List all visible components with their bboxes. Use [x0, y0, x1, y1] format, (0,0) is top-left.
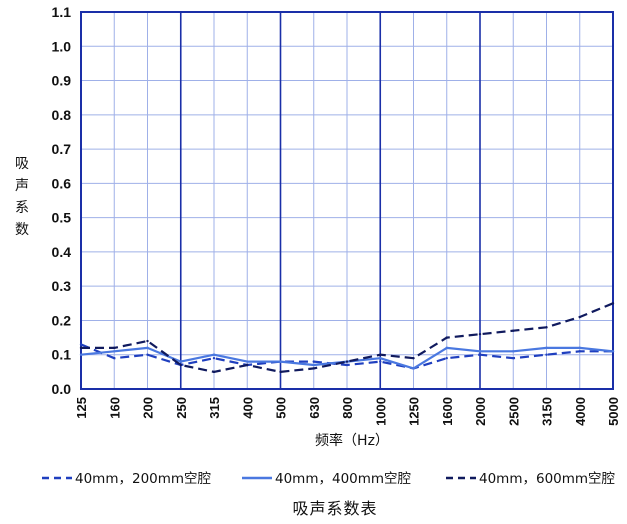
y-tick-label: 1.1: [52, 4, 72, 20]
data-point: [179, 360, 182, 363]
x-tick-label: 160: [107, 397, 122, 419]
data-point: [345, 363, 349, 367]
data-point: [312, 363, 315, 367]
x-tick-label: 400: [240, 397, 255, 419]
y-tick-label: 0.8: [52, 107, 72, 123]
data-point: [312, 367, 315, 370]
legend-label: 40mm，400mm空腔: [275, 471, 411, 487]
x-tick-label: 2500: [506, 397, 521, 426]
x-tick-label: 2000: [473, 397, 488, 426]
legend-label: 40mm，600mm空腔: [479, 471, 615, 487]
y-axis-ticks: 0.0 0.1 0.2 0.3 0.4 0.5 0.6 0.7 0.8 0.9 1.0 1.1: [52, 4, 72, 397]
x-tick-label: 125: [74, 397, 89, 419]
data-point: [412, 367, 415, 370]
data-point: [79, 343, 83, 346]
data-point: [512, 329, 515, 332]
data-point: [578, 346, 581, 350]
x-axis-ticks: 125 160 200 250 315 400 500 630 800 1000 1250 1600 2…: [74, 397, 621, 426]
data-point: [478, 353, 482, 356]
y-tick-label: 0.6: [52, 175, 72, 191]
y-tick-label: 0.3: [52, 278, 72, 294]
y-tick-label: 0.2: [52, 312, 72, 328]
y-tick-label: 0.5: [52, 210, 72, 226]
data-point: [212, 353, 216, 356]
y-tick-label: 0.1: [52, 347, 72, 363]
data-point: [545, 353, 548, 356]
data-point: [146, 353, 149, 356]
data-point: [312, 360, 315, 363]
data-point: [545, 346, 548, 350]
data-point: [611, 302, 615, 305]
data-point: [212, 370, 216, 374]
x-tick-label: 800: [340, 397, 355, 419]
data-point: [146, 339, 149, 343]
data-point: [512, 350, 515, 353]
x-axis-label: 频率（Hz）: [315, 432, 389, 449]
data-point: [246, 363, 249, 367]
data-point: [611, 350, 615, 353]
data-point: [279, 360, 282, 363]
data-point: [478, 332, 482, 336]
y-tick-label: 0.4: [52, 244, 72, 260]
data-point: [113, 346, 116, 350]
chart-caption: 吸声系数表: [292, 499, 377, 518]
x-tick-label: 1000: [373, 397, 388, 426]
x-tick-label: 3150: [540, 397, 555, 426]
x-tick-label: 5000: [606, 397, 621, 426]
x-tick-label: 250: [174, 397, 189, 419]
x-tick-label: 1600: [440, 397, 455, 426]
data-point: [379, 356, 382, 360]
data-point: [478, 350, 482, 353]
data-point: [212, 356, 216, 360]
data-point: [113, 356, 116, 360]
data-point: [445, 346, 448, 350]
x-tick-label: 630: [307, 397, 322, 419]
y-tick-label: 1.0: [52, 38, 72, 54]
data-point: [445, 356, 448, 360]
y-tick-label: 0.0: [52, 381, 72, 397]
data-point: [512, 356, 515, 360]
x-tick-label: 4000: [573, 397, 588, 426]
legend: 40mm，200mm空腔 40mm，400mm空腔 40mm，600mm空腔: [42, 471, 615, 487]
y-tick-label: 0.9: [52, 73, 72, 89]
data-point: [578, 350, 581, 353]
data-point: [113, 350, 116, 353]
x-tick-label: 500: [274, 397, 289, 419]
series-lines: [79, 302, 615, 374]
y-tick-label: 0.7: [52, 141, 72, 157]
x-tick-label: 315: [207, 397, 222, 419]
data-point: [445, 336, 448, 339]
data-point: [578, 315, 581, 319]
plot-frame: [80, 11, 614, 390]
legend-label: 40mm，200mm空腔: [75, 471, 211, 487]
data-point: [379, 360, 382, 363]
data-point: [246, 360, 249, 363]
data-point: [412, 356, 415, 360]
data-point: [345, 360, 349, 363]
data-point: [379, 353, 382, 356]
data-point: [179, 363, 182, 367]
grid-lines: [81, 12, 613, 389]
x-tick-label: 1250: [407, 397, 422, 426]
data-point: [545, 326, 548, 329]
data-point: [146, 346, 149, 350]
y-axis-label: 吸声系数: [15, 156, 29, 238]
data-point: [79, 346, 83, 350]
plot-border: [80, 11, 614, 390]
x-tick-label: 200: [141, 397, 156, 419]
data-point: [279, 370, 282, 374]
data-point: [79, 353, 83, 356]
